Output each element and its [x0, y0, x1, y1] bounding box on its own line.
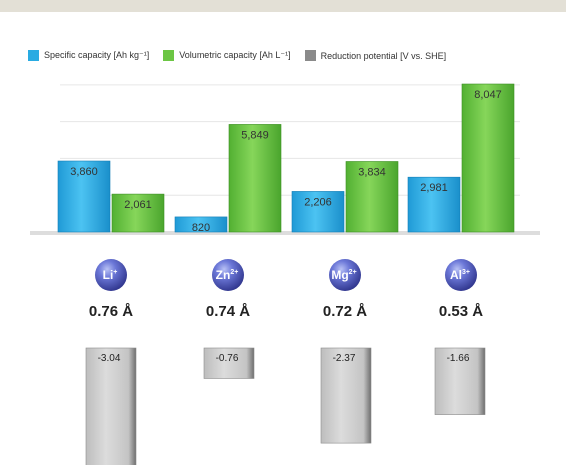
bar-label-volumetric-li: 2,061: [124, 199, 152, 211]
bar-potential-mg: [320, 347, 372, 444]
bar-label-volumetric-al: 8,047: [474, 89, 502, 101]
bar-label-specific-zn: 820: [192, 222, 210, 234]
ion-radius-zn: 0.74 Å: [206, 303, 250, 320]
legend-item-specific-capacity: Specific capacity [Ah kg⁻¹]: [28, 50, 149, 61]
bar-label-specific-al: 2,981: [420, 182, 448, 194]
bar-label-potential-zn: -0.76: [216, 353, 239, 364]
bar-potential-zn: [203, 347, 255, 379]
ion-sphere-li: [95, 259, 127, 291]
ion-sphere-al: [445, 259, 477, 291]
ion-sphere-zn: [212, 259, 244, 291]
bar-label-volumetric-mg: 3,834: [358, 166, 386, 178]
legend-label-reduction-potential: Reduction potential [V vs. SHE]: [320, 50, 447, 61]
bar-specific-mg: [291, 191, 345, 233]
legend-item-reduction-potential: Reduction potential [V vs. SHE]: [304, 50, 447, 61]
legend-swatch-reduction-potential: [304, 50, 316, 61]
baseline: [30, 231, 540, 235]
bar-volumetric-mg: [345, 161, 399, 233]
potential-layer: -3.04 -0.76 -2.37 -1.66: [85, 347, 486, 465]
bar-volumetric-li: [111, 193, 165, 233]
bar-specific-zn: [174, 216, 228, 233]
bar-volumetric-zn: [228, 124, 282, 233]
bar-potential-li: [85, 347, 137, 465]
top-band: [0, 0, 566, 12]
bar-label-potential-li: -3.04: [98, 353, 121, 364]
bar-label-potential-al: -1.66: [447, 353, 470, 364]
bars-layer: 3,860 2,061 820 5,849 2,206 3,834 2,981 8,047: [57, 83, 515, 234]
bar-specific-al: [407, 176, 461, 233]
bar-label-specific-mg: 2,206: [304, 196, 332, 208]
legend-item-volumetric-capacity: Volumetric capacity [Ah L⁻¹]: [163, 50, 291, 61]
ion-sphere-mg: [329, 259, 361, 291]
ion-radius-li: 0.76 Å: [89, 303, 133, 320]
bar-label-potential-mg: -2.37: [333, 353, 356, 364]
legend-label-volumetric-capacity: Volumetric capacity [Ah L⁻¹]: [179, 50, 291, 60]
bar-label-volumetric-zn: 5,849: [241, 129, 269, 141]
legend: Specific capacity [Ah kg⁻¹] Volumetric c…: [28, 50, 460, 61]
bar-specific-li: [57, 160, 111, 233]
bar-potential-al: [434, 347, 486, 415]
legend-label-specific-capacity: Specific capacity [Ah kg⁻¹]: [44, 50, 150, 60]
bar-volumetric-al: [461, 83, 515, 233]
ion-radius-mg: 0.72 Å: [323, 303, 367, 320]
bar-label-specific-li: 3,860: [70, 166, 98, 178]
legend-swatch-volumetric-capacity: [163, 50, 175, 61]
legend-swatch-specific-capacity: [28, 50, 39, 61]
ion-radius-al: 0.53 Å: [439, 303, 483, 320]
